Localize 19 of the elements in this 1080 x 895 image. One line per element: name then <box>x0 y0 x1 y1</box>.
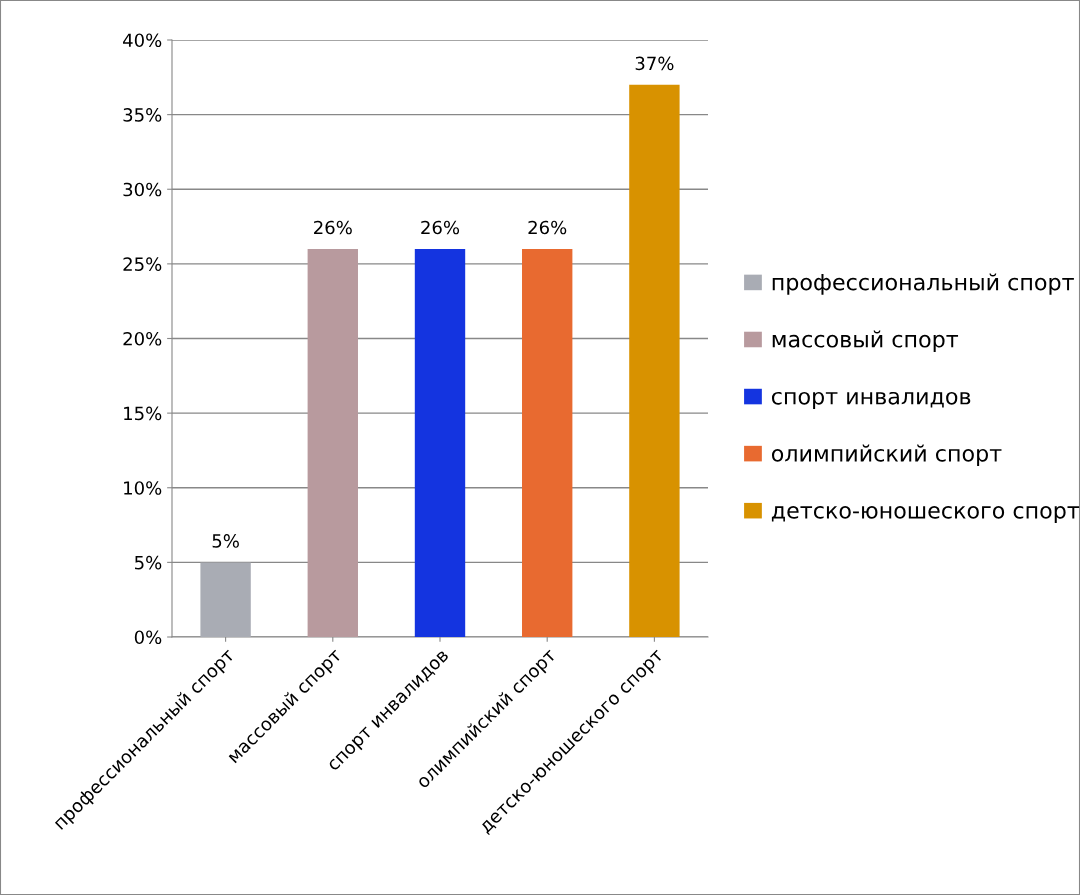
y-tick-label: 5% <box>135 555 162 570</box>
text: 26% <box>314 220 352 235</box>
text: 26% <box>421 220 460 235</box>
text: 26% <box>528 220 567 235</box>
y-tick-label: 25% <box>123 257 162 271</box>
y-tick-label: 35% <box>123 108 162 122</box>
y-tick-label: 0% <box>134 630 162 645</box>
y-tick-label: 20% <box>123 331 162 346</box>
legend-label: профессиональный спорт <box>772 273 1074 295</box>
legend-label: олимпийский спорт <box>771 444 1002 467</box>
text: 5% <box>212 534 239 548</box>
text: 37% <box>635 56 674 71</box>
legend-label: массовый спорт <box>772 330 959 352</box>
legend-label: спорт инвалидов <box>771 391 971 409</box>
y-tick-label: 40% <box>123 33 162 48</box>
y-tick-label: 30% <box>123 182 162 197</box>
y-tick-label: 10% <box>124 481 162 495</box>
legend-label: детско-юношеского спорт <box>771 506 1080 524</box>
y-tick-label: 15% <box>124 406 162 421</box>
